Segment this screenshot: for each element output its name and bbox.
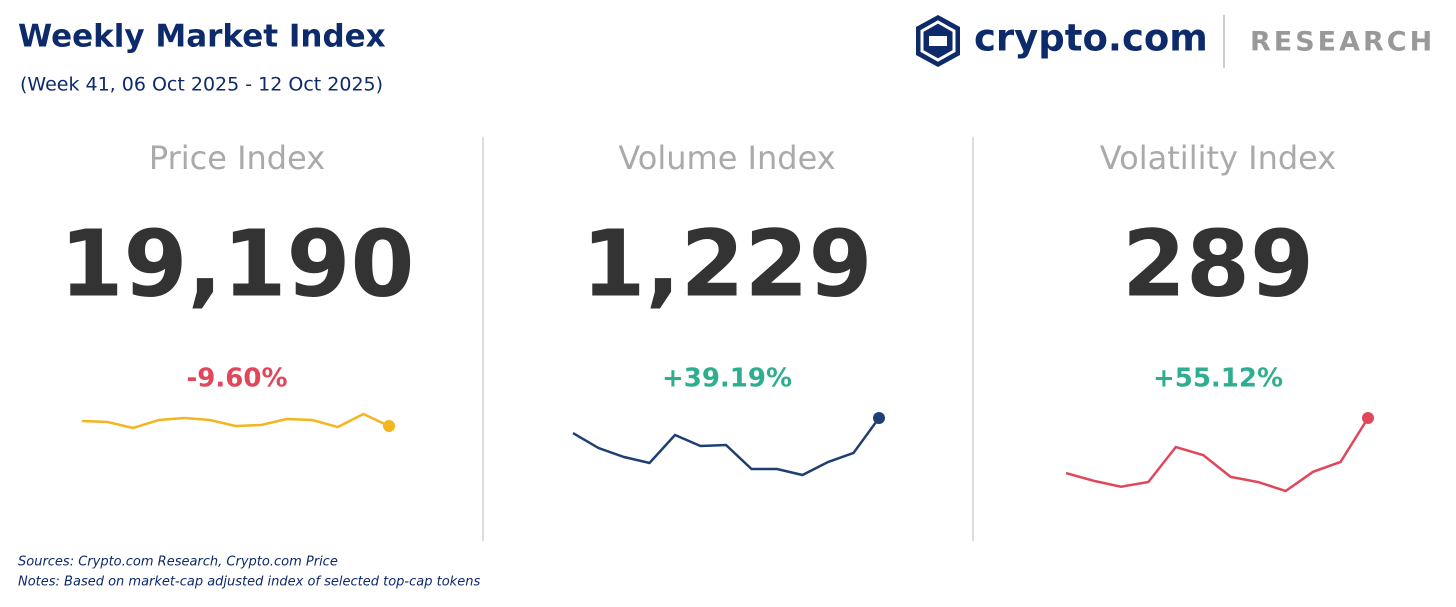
change: +39.19% <box>662 364 792 394</box>
logo-hexagon-inner <box>920 20 956 62</box>
index-value: 19,190 <box>59 210 414 317</box>
subtitle: (Week 41, 06 Oct 2025 - 12 Oct 2025) <box>20 74 383 96</box>
sparkline <box>1065 417 1370 493</box>
panel-title: Volatility Index <box>1100 139 1336 177</box>
index-value: 1,229 <box>581 210 872 317</box>
brand: crypto.com <box>974 17 1208 60</box>
sparkline <box>572 417 881 477</box>
change: -9.60% <box>187 364 288 394</box>
sparkline-end <box>383 420 395 433</box>
index-value: 289 <box>1122 210 1314 317</box>
notes: Notes: Based on market-cap adjusted inde… <box>18 575 480 590</box>
panel-title: Price Index <box>149 139 325 177</box>
change: +55.12% <box>1153 364 1283 394</box>
sparkline-end <box>1362 412 1374 424</box>
logo-mark <box>929 36 947 46</box>
sparkline <box>81 412 390 430</box>
title: Weekly Market Index <box>18 19 386 55</box>
sources: Sources: Crypto.com Research, Crypto.com… <box>18 555 338 570</box>
panel-title: Volume Index <box>618 139 835 177</box>
section: RESEARCH <box>1250 27 1435 58</box>
logo <box>916 15 960 67</box>
sparkline-end <box>873 412 885 424</box>
